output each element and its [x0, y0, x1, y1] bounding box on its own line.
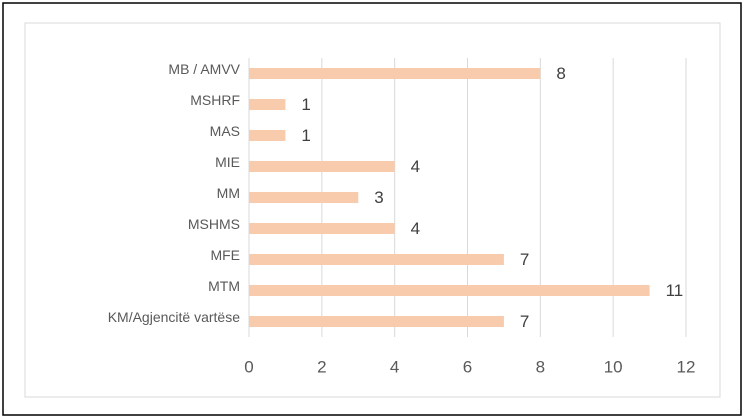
bar — [249, 99, 286, 110]
y-tick-label: MIE — [215, 154, 240, 170]
x-tick-label: 0 — [244, 357, 253, 376]
bar — [249, 130, 286, 141]
x-tick-label: 2 — [317, 357, 326, 376]
y-tick-label: MTM — [208, 278, 240, 294]
bar — [249, 285, 650, 296]
y-tick-label: MB / AMVV — [168, 61, 240, 77]
data-label: 7 — [520, 312, 529, 331]
data-label: 4 — [411, 219, 420, 238]
bar — [249, 192, 359, 203]
data-label: 4 — [411, 157, 420, 176]
y-tick-label: MM — [217, 185, 240, 201]
y-tick-label: KM/Agjencitë vartëse — [108, 309, 240, 325]
y-tick-label: MSHRF — [190, 92, 240, 108]
bar — [249, 316, 504, 327]
x-tick-label: 4 — [390, 357, 399, 376]
chart-area — [24, 22, 721, 398]
bar — [249, 68, 541, 79]
data-label: 1 — [301, 95, 310, 114]
bar — [249, 254, 504, 265]
x-tick-label: 10 — [604, 357, 623, 376]
y-tick-label: MFE — [210, 247, 240, 263]
y-tick-label: MSHMS — [188, 216, 240, 232]
x-tick-label: 6 — [463, 357, 472, 376]
data-label: 8 — [556, 64, 565, 83]
data-label: 3 — [374, 188, 383, 207]
x-tick-label: 12 — [677, 357, 696, 376]
y-tick-label: MAS — [210, 123, 240, 139]
bar — [249, 223, 395, 234]
bar — [249, 161, 395, 172]
data-label: 11 — [666, 281, 684, 300]
x-tick-label: 8 — [536, 357, 545, 376]
data-label: 7 — [520, 250, 529, 269]
data-label: 1 — [301, 126, 310, 145]
